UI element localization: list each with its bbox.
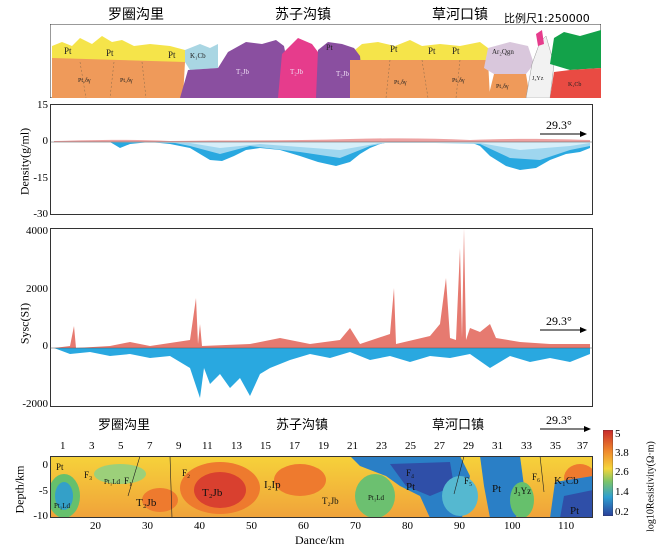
sus-plot bbox=[50, 228, 593, 407]
pt1-granite-center bbox=[350, 60, 490, 98]
red-unit bbox=[550, 68, 601, 98]
res-unit-f1: F₁ bbox=[124, 476, 132, 486]
sus-ytick-0: 0 bbox=[42, 340, 49, 352]
res-unit-k1cb: K₁Cb bbox=[554, 475, 579, 487]
density-ylabel: Density(g/ml) bbox=[17, 127, 32, 196]
cb-tick-5: 5 bbox=[615, 428, 621, 440]
res-unit-t2jb-3: T₂Jb bbox=[322, 496, 339, 506]
unit-ar2qgn: Ar₂Qgn bbox=[492, 48, 514, 56]
magenta-intrusion bbox=[278, 38, 320, 98]
res-bottom-ticks: 20 30 40 50 60 70 80 90 100 110 bbox=[90, 520, 575, 532]
geologic-section: Pt Pt Pt K₁Cb Pt Pt Pt Pt Ar₂Qgn Pt₁δγ P… bbox=[50, 24, 601, 98]
place-label-caohekouzhen: 草河口镇 bbox=[432, 7, 488, 23]
unit-t2jb-3: T₂Jb bbox=[336, 70, 349, 78]
res-unit-f5: F₅ bbox=[464, 476, 472, 486]
unit-pt-2: Pt bbox=[106, 48, 114, 58]
unit-k1cb-top: K₁Cb bbox=[190, 52, 206, 60]
place-label-luoquangouli: 罗圈沟里 bbox=[108, 7, 164, 23]
res-unit-pt1ld-3: Pt₁Ld bbox=[104, 478, 121, 486]
res-unit-pt-3: Pt bbox=[492, 483, 501, 495]
density-azimuth: 29.3° bbox=[546, 118, 572, 132]
pt1-granite-left bbox=[52, 58, 185, 98]
res-unit-f3: F₃ bbox=[84, 470, 92, 480]
unit-pt-7: Pt bbox=[326, 43, 333, 52]
pt1-granite-right bbox=[488, 74, 530, 98]
res-unit-t2jb-2: T₂Jb bbox=[202, 487, 223, 499]
unit-pt-1: Pt bbox=[64, 46, 72, 56]
t2jb-left bbox=[180, 40, 294, 98]
unit-pt-4: Pt bbox=[390, 44, 398, 54]
res-unit-pt1ld-1: Pt₁Ld bbox=[54, 502, 71, 510]
res-place-luoquangouli: 罗圈沟里 bbox=[98, 418, 151, 433]
unit-pt1dg-4: Pt₁δγ bbox=[452, 78, 465, 84]
cb-tick-14: 1.4 bbox=[615, 486, 629, 498]
res-place-suzigouzhen: 苏子沟镇 bbox=[276, 418, 329, 433]
scale-label: 比例尺1:250000 bbox=[504, 12, 590, 25]
unit-t2jb-1: T₂Jb bbox=[236, 68, 249, 76]
cb-title: log10Resistivity(Ω·m) bbox=[645, 441, 657, 532]
unit-pt-6: Pt bbox=[452, 46, 460, 56]
res-top-ticks: 1 3 5 7 9 11 13 15 17 19 21 23 25 27 29 … bbox=[60, 440, 588, 452]
density-ytick-m15: -15 bbox=[33, 172, 48, 184]
res-xlabel: Dance/km bbox=[295, 533, 345, 547]
density-ytick-m30: -30 bbox=[33, 208, 48, 220]
sus-azimuth: 29.3° bbox=[546, 314, 572, 328]
res-unit-f2: F₂ bbox=[182, 468, 190, 478]
magenta-dike bbox=[536, 30, 544, 46]
res-unit-pt1ld-2: Pt₁Ld bbox=[368, 494, 385, 502]
j3yz-block bbox=[525, 35, 555, 98]
ar2qgn-block bbox=[484, 42, 534, 74]
res-azimuth: 29.3° bbox=[546, 413, 572, 427]
sus-ytick-m2000: -2000 bbox=[22, 398, 48, 410]
resistivity-colorbar bbox=[603, 430, 613, 516]
sus-ytick-2000: 2000 bbox=[26, 283, 48, 295]
density-ytick-0: 0 bbox=[42, 135, 49, 147]
cb-tick-02: 0.2 bbox=[615, 506, 629, 518]
unit-k1cb: K₁Cb bbox=[568, 82, 581, 88]
green-unit bbox=[550, 30, 601, 70]
pt-cover-mid bbox=[350, 40, 488, 60]
res-ytick-10: -10 bbox=[33, 510, 48, 522]
res-ytick-5: -5 bbox=[38, 485, 48, 497]
resistivity-section: Pt Pt₁Ld F₁ T₂Jb F₂ T₂Jb I₂Ip T₂Jb Pt₁Ld… bbox=[50, 456, 593, 518]
k1cb-block bbox=[185, 44, 218, 70]
res-unit-f6: F₆ bbox=[532, 472, 540, 482]
unit-pt1dg-5: Pt₁δγ bbox=[496, 84, 509, 90]
res-unit-pt-2: Pt bbox=[406, 481, 415, 493]
cb-tick-26: 2.6 bbox=[615, 466, 629, 478]
res-unit-pt-1: Pt bbox=[56, 462, 64, 472]
unit-pt-3: Pt bbox=[168, 50, 176, 60]
res-unit-i2ip: I₂Ip bbox=[264, 479, 281, 491]
density-negative-anomaly bbox=[54, 142, 590, 170]
density-plot bbox=[50, 104, 593, 215]
unit-t2jb-2: T₂Jb bbox=[290, 68, 303, 76]
unit-pt1dg-2: Pt₁δγ bbox=[120, 78, 133, 84]
res-ytick-0: 0 bbox=[42, 459, 49, 471]
cb-tick-38: 3.8 bbox=[615, 447, 629, 459]
res-unit-t2jb-1: T₂Jb bbox=[136, 497, 157, 509]
sus-negative bbox=[54, 348, 590, 398]
unit-pt-5: Pt bbox=[428, 46, 436, 56]
res-unit-j3yz: J₃Yz bbox=[514, 486, 531, 496]
res-place-caohekouzhen: 草河口镇 bbox=[432, 418, 485, 433]
unit-pt1dg-1: Pt₁δγ bbox=[78, 78, 91, 84]
unit-j3yz: J₃Yz bbox=[532, 76, 544, 82]
pt-cover-left bbox=[52, 36, 185, 62]
res-azimuth-arrow bbox=[540, 426, 591, 432]
place-label-suzigouzhen: 苏子沟镇 bbox=[275, 7, 331, 23]
sus-ytick-4000: 4000 bbox=[26, 225, 48, 237]
unit-pt1dg-3: Pt₁δγ bbox=[394, 80, 407, 86]
res-unit-pt-4: Pt bbox=[570, 505, 579, 517]
density-ytick-15: 15 bbox=[37, 99, 48, 111]
res-unit-f4: F₄ bbox=[406, 468, 414, 478]
